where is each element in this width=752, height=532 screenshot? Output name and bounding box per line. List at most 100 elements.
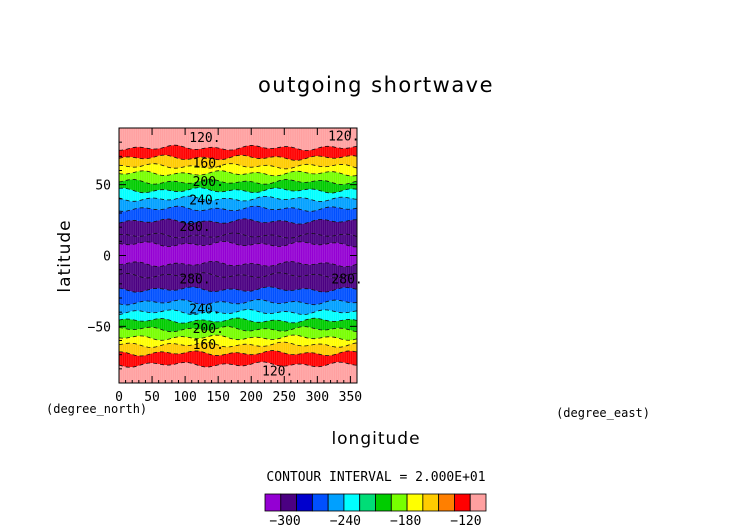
x-axis-title: longitude — [331, 429, 420, 449]
contour-label: 120. — [189, 131, 220, 146]
band — [119, 335, 357, 348]
colorbar-swatch — [390, 493, 408, 512]
x-axis: 0 50 100 150 200 250 300 350 — [115, 128, 362, 405]
band — [119, 317, 357, 332]
contour-label: 120. — [328, 130, 359, 145]
x-tick-label: 350 — [339, 390, 362, 405]
colorbar-ticks: −300 −240 −180 −120 — [269, 514, 481, 529]
band — [119, 350, 357, 368]
chart-title: outgoing shortwave — [258, 73, 494, 97]
colorbar-swatch — [311, 493, 329, 512]
x-tick-label: 0 — [115, 390, 123, 405]
band — [119, 170, 357, 185]
contour-lines — [119, 144, 357, 368]
colorbar-swatch — [469, 493, 487, 512]
contour-line — [119, 205, 357, 212]
contour-label: 120. — [262, 365, 293, 380]
band — [119, 187, 357, 202]
colorbar-swatch — [264, 493, 282, 512]
y-axis-title: latitude — [55, 219, 75, 292]
colorbar-swatch — [422, 493, 440, 512]
band — [119, 286, 357, 305]
contour-line — [119, 309, 357, 316]
contour-label: 280. — [179, 273, 210, 288]
colorbar-swatch — [454, 493, 471, 512]
contour-line — [119, 286, 357, 293]
band — [119, 163, 357, 176]
band — [119, 128, 357, 151]
colorbar — [264, 493, 487, 512]
colorbar-swatch — [296, 493, 313, 512]
contour-label: 200. — [193, 175, 224, 190]
contour-line — [119, 232, 357, 239]
band — [119, 309, 357, 324]
x-tick-label: 100 — [173, 390, 196, 405]
x-tick-label: 250 — [273, 390, 296, 405]
contour-label: 200. — [193, 322, 224, 337]
colorbar-swatch — [359, 493, 376, 512]
contour-line — [119, 187, 357, 194]
band — [119, 272, 357, 293]
contour-line — [119, 350, 357, 357]
contour-line — [119, 154, 357, 161]
contour-line — [119, 334, 357, 341]
x-tick-label: 50 — [144, 390, 160, 405]
colorbar-tick-label: −300 — [269, 514, 300, 529]
contour-label: 280. — [331, 273, 362, 288]
y-tick-label: 50 — [95, 179, 111, 194]
heatmap-bands — [119, 128, 357, 383]
band — [119, 206, 357, 224]
colorbar-swatch — [375, 493, 392, 512]
contour-label: 280. — [179, 220, 210, 235]
x-axis-unit: (degree_east) — [556, 406, 650, 420]
band — [119, 145, 357, 161]
colorbar-swatch — [327, 493, 345, 512]
band — [119, 299, 357, 315]
colorbar-swatch — [280, 493, 297, 512]
plot-area: 120. 120.160.200.240.280.280. 280.240.200.… — [88, 127, 363, 405]
band — [119, 179, 357, 194]
band — [119, 241, 357, 267]
band — [119, 218, 357, 239]
contour-interval-note: CONTOUR INTERVAL = 2.000E+01 — [266, 470, 485, 485]
contour-line — [119, 260, 357, 268]
colorbar-swatch — [438, 493, 455, 512]
band — [119, 326, 357, 341]
contour-line — [119, 170, 357, 177]
x-tick-label: 150 — [206, 390, 229, 405]
contour-line — [119, 361, 357, 368]
band — [119, 196, 357, 212]
contour-label: 160. — [193, 338, 224, 353]
contour-line — [119, 341, 357, 348]
contour-line — [119, 241, 357, 248]
contour-line — [119, 299, 357, 306]
contour-label: 240. — [189, 193, 220, 208]
colorbar-tick-label: −180 — [390, 514, 421, 529]
colorbar-swatch — [406, 493, 424, 512]
contour-line — [119, 326, 357, 333]
contour-line — [119, 317, 357, 324]
band — [119, 155, 357, 169]
x-tick-label: 200 — [239, 390, 262, 405]
y-tick-label: −50 — [88, 320, 111, 335]
y-tick-label: 0 — [103, 250, 111, 265]
contour-line — [119, 272, 357, 279]
band — [119, 233, 357, 247]
colorbar-swatch — [343, 493, 361, 512]
colorbar-tick-label: −240 — [330, 514, 361, 529]
contour-line — [119, 218, 357, 225]
contour-label: 240. — [189, 302, 220, 317]
contour-line — [119, 178, 357, 185]
y-axis-unit: (degree_north) — [46, 402, 147, 416]
contour-line — [119, 144, 357, 151]
colorbar-tick-label: −120 — [450, 514, 481, 529]
contour-line — [119, 163, 357, 170]
band — [119, 261, 357, 278]
band — [119, 361, 357, 383]
contour-labels: 120. 120.160.200.240.280.280. 280.240.200.… — [179, 130, 362, 380]
y-axis: 50 0 −50 — [88, 141, 357, 370]
contour-label: 160. — [193, 156, 224, 171]
x-tick-label: 300 — [306, 390, 329, 405]
contour-line — [119, 195, 357, 202]
